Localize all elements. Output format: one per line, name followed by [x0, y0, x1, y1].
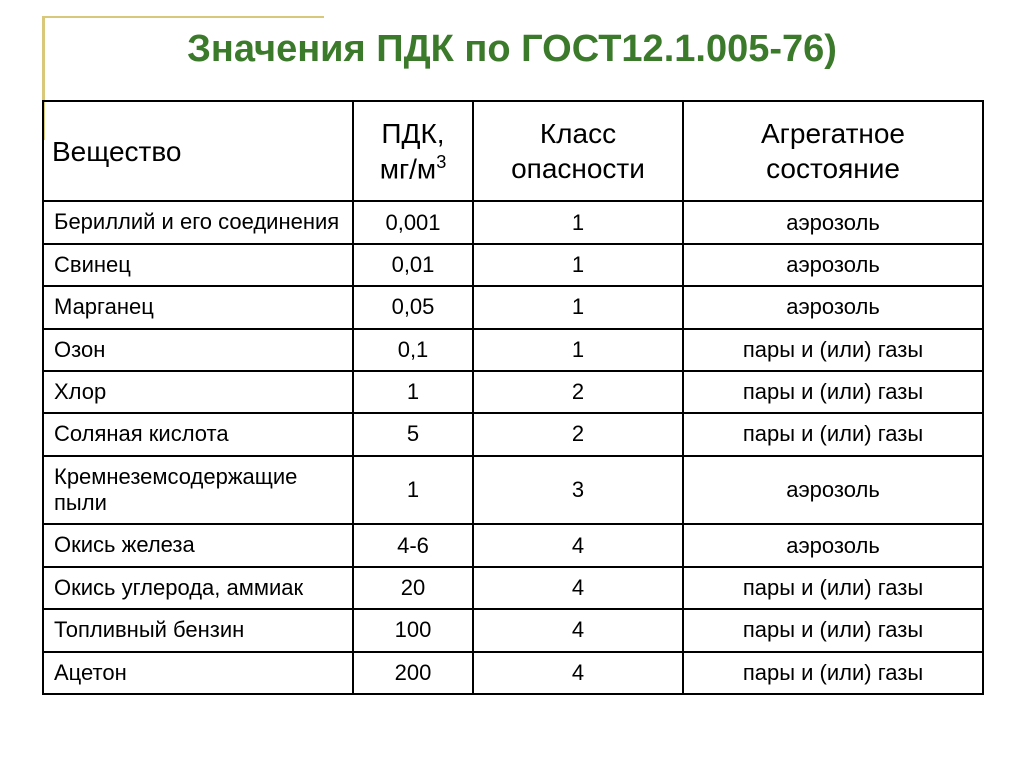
- cell-state: аэрозоль: [683, 456, 983, 525]
- cell-hazard: 2: [473, 413, 683, 455]
- col-header-hazard: Класс опасности: [473, 101, 683, 201]
- cell-pdk: 1: [353, 456, 473, 525]
- table-row: Бериллий и его соединения 0,001 1 аэрозо…: [43, 201, 983, 243]
- table-row: Кремнеземсодержащие пыли 1 3 аэрозоль: [43, 456, 983, 525]
- table-row: Озон 0,1 1 пары и (или) газы: [43, 329, 983, 371]
- hazard-header-line1: Класс: [540, 118, 616, 149]
- cell-hazard: 1: [473, 244, 683, 286]
- cell-state: аэрозоль: [683, 286, 983, 328]
- accent-top-line: [42, 16, 324, 18]
- cell-hazard: 4: [473, 652, 683, 694]
- cell-substance: Ацетон: [43, 652, 353, 694]
- cell-state: пары и (или) газы: [683, 371, 983, 413]
- cell-state: пары и (или) газы: [683, 413, 983, 455]
- state-header-line2: состояние: [766, 153, 900, 184]
- cell-pdk: 0,01: [353, 244, 473, 286]
- col-header-state: Агрегатное состояние: [683, 101, 983, 201]
- cell-substance: Соляная кислота: [43, 413, 353, 455]
- cell-hazard: 4: [473, 524, 683, 566]
- cell-pdk: 5: [353, 413, 473, 455]
- table-row: Соляная кислота 5 2 пары и (или) газы: [43, 413, 983, 455]
- cell-hazard: 4: [473, 567, 683, 609]
- cell-pdk: 0,1: [353, 329, 473, 371]
- cell-substance: Топливный бензин: [43, 609, 353, 651]
- table-row: Окись железа 4-6 4 аэрозоль: [43, 524, 983, 566]
- cell-pdk: 0,05: [353, 286, 473, 328]
- state-header-line1: Агрегатное: [761, 118, 905, 149]
- cell-pdk: 200: [353, 652, 473, 694]
- cell-hazard: 1: [473, 329, 683, 371]
- pdk-table-container: Вещество ПДК, мг/м3 Класс опасности Агре…: [42, 100, 982, 695]
- cell-substance: Марганец: [43, 286, 353, 328]
- table-row: Хлор 1 2 пары и (или) газы: [43, 371, 983, 413]
- col-header-substance: Вещество: [43, 101, 353, 201]
- cell-pdk: 0,001: [353, 201, 473, 243]
- table-row: Марганец 0,05 1 аэрозоль: [43, 286, 983, 328]
- cell-hazard: 1: [473, 286, 683, 328]
- cell-pdk: 4-6: [353, 524, 473, 566]
- pdk-header-line2-prefix: мг/м: [380, 153, 437, 184]
- table-body: Бериллий и его соединения 0,001 1 аэрозо…: [43, 201, 983, 694]
- cell-substance: Бериллий и его соединения: [43, 201, 353, 243]
- page-title: Значения ПДК по ГОСТ12.1.005-76): [0, 28, 1024, 71]
- pdk-header-line1: ПДК,: [381, 118, 444, 149]
- cell-state: пары и (или) газы: [683, 567, 983, 609]
- cell-state: аэрозоль: [683, 244, 983, 286]
- cell-substance: Хлор: [43, 371, 353, 413]
- cell-pdk: 100: [353, 609, 473, 651]
- cell-hazard: 2: [473, 371, 683, 413]
- cell-state: аэрозоль: [683, 524, 983, 566]
- hazard-header-line2: опасности: [511, 153, 645, 184]
- col-header-pdk: ПДК, мг/м3: [353, 101, 473, 201]
- cell-hazard: 4: [473, 609, 683, 651]
- cell-substance: Свинец: [43, 244, 353, 286]
- cell-pdk: 1: [353, 371, 473, 413]
- cell-state: пары и (или) газы: [683, 329, 983, 371]
- cell-substance: Окись железа: [43, 524, 353, 566]
- table-row: Ацетон 200 4 пары и (или) газы: [43, 652, 983, 694]
- cell-substance: Кремнеземсодержащие пыли: [43, 456, 353, 525]
- table-row: Топливный бензин 100 4 пары и (или) газы: [43, 609, 983, 651]
- cell-hazard: 1: [473, 201, 683, 243]
- cell-hazard: 3: [473, 456, 683, 525]
- cell-pdk: 20: [353, 567, 473, 609]
- cell-substance: Озон: [43, 329, 353, 371]
- table-header-row: Вещество ПДК, мг/м3 Класс опасности Агре…: [43, 101, 983, 201]
- pdk-header-sup: 3: [436, 152, 446, 172]
- pdk-table: Вещество ПДК, мг/м3 Класс опасности Агре…: [42, 100, 984, 695]
- table-row: Окись углерода, аммиак 20 4 пары и (или)…: [43, 567, 983, 609]
- cell-state: пары и (или) газы: [683, 652, 983, 694]
- cell-state: аэрозоль: [683, 201, 983, 243]
- table-row: Свинец 0,01 1 аэрозоль: [43, 244, 983, 286]
- cell-state: пары и (или) газы: [683, 609, 983, 651]
- cell-substance: Окись углерода, аммиак: [43, 567, 353, 609]
